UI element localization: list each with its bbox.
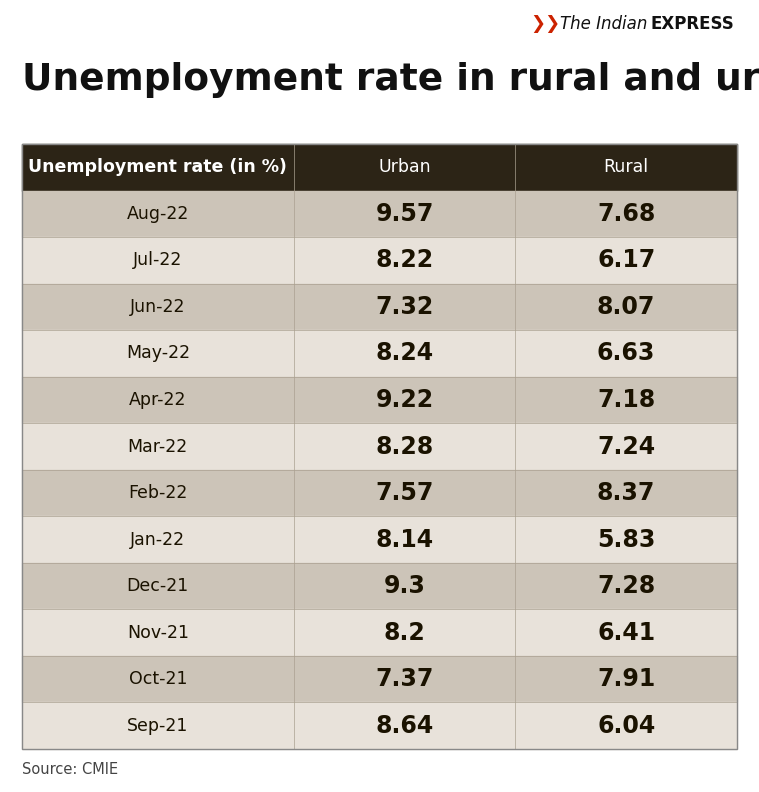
Text: The Indian: The Indian — [560, 15, 653, 33]
Text: Jun-22: Jun-22 — [130, 298, 186, 316]
Text: 8.37: 8.37 — [597, 481, 655, 505]
Text: Unemployment rate (in %): Unemployment rate (in %) — [28, 158, 288, 177]
Text: 5.83: 5.83 — [597, 527, 655, 551]
Text: May-22: May-22 — [126, 345, 190, 363]
Text: 8.28: 8.28 — [376, 435, 433, 459]
Bar — [22, 470, 737, 516]
Bar — [22, 284, 737, 330]
Bar — [22, 609, 737, 656]
Text: 7.18: 7.18 — [597, 388, 655, 412]
Text: 8.24: 8.24 — [376, 341, 433, 365]
Text: Feb-22: Feb-22 — [128, 484, 187, 502]
Text: 8.22: 8.22 — [376, 249, 433, 272]
Text: Sep-21: Sep-21 — [128, 717, 188, 735]
Text: 9.57: 9.57 — [376, 202, 433, 226]
Bar — [22, 703, 737, 749]
Text: Aug-22: Aug-22 — [127, 205, 189, 223]
Bar — [22, 377, 737, 423]
Text: 6.63: 6.63 — [597, 341, 655, 365]
Text: 9.3: 9.3 — [383, 574, 426, 598]
Text: 7.91: 7.91 — [597, 667, 655, 691]
Text: EXPRESS: EXPRESS — [650, 15, 734, 33]
Text: 7.37: 7.37 — [376, 667, 433, 691]
Text: 8.07: 8.07 — [597, 295, 655, 319]
Text: Rural: Rural — [603, 158, 649, 177]
Text: Dec-21: Dec-21 — [127, 577, 189, 595]
Text: Jan-22: Jan-22 — [131, 531, 185, 549]
Text: Jul-22: Jul-22 — [133, 251, 182, 269]
Bar — [22, 656, 737, 703]
Bar — [22, 144, 737, 749]
Text: 6.04: 6.04 — [597, 714, 655, 737]
Text: Oct-21: Oct-21 — [128, 670, 187, 688]
Text: Unemployment rate in rural and urban India: Unemployment rate in rural and urban Ind… — [22, 62, 759, 98]
Text: Source: CMIE: Source: CMIE — [22, 763, 118, 778]
Text: Nov-21: Nov-21 — [127, 623, 189, 642]
Text: 8.64: 8.64 — [376, 714, 433, 737]
Text: 7.32: 7.32 — [376, 295, 433, 319]
Text: 7.57: 7.57 — [376, 481, 433, 505]
Text: 7.28: 7.28 — [597, 574, 655, 598]
Text: 9.22: 9.22 — [376, 388, 433, 412]
Bar — [22, 144, 737, 191]
Bar — [22, 330, 737, 377]
Text: 7.24: 7.24 — [597, 435, 655, 459]
Bar — [22, 237, 737, 284]
Text: Apr-22: Apr-22 — [129, 391, 187, 409]
Text: Urban: Urban — [378, 158, 431, 177]
Text: 6.17: 6.17 — [597, 249, 655, 272]
Bar — [22, 191, 737, 237]
Text: 8.2: 8.2 — [383, 621, 425, 645]
Text: 7.68: 7.68 — [597, 202, 655, 226]
Bar — [22, 563, 737, 609]
Text: 8.14: 8.14 — [376, 527, 433, 551]
Text: Mar-22: Mar-22 — [128, 437, 188, 455]
Bar — [22, 516, 737, 563]
Text: ❯❯: ❯❯ — [530, 15, 560, 33]
Bar — [22, 423, 737, 470]
Text: 6.41: 6.41 — [597, 621, 655, 645]
